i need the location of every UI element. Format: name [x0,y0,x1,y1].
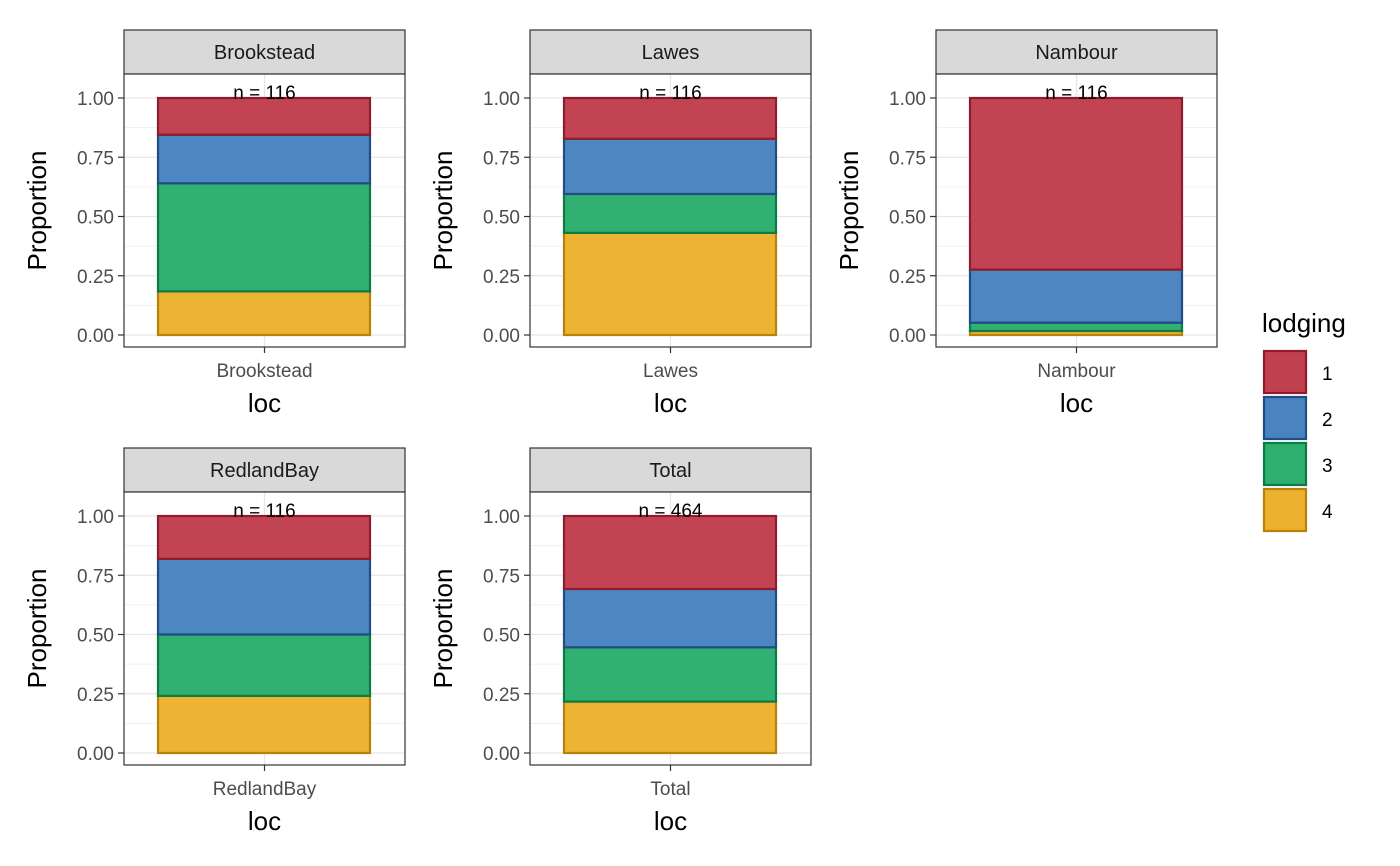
y-tick-label: 0.75 [483,566,520,587]
y-tick-label: 0.50 [77,626,114,647]
x-axis-title: loc [248,388,281,418]
legend-label-1: 1 [1322,364,1333,385]
count-annotation-total: n = 464 [639,501,703,522]
facet-strip-label-brookstead: Brookstead [214,42,315,64]
y-tick-label: 0.00 [889,326,926,347]
count-annotation-lawes: n = 116 [639,83,702,104]
bar-segment-total-lodging-4 [562,700,778,755]
x-tick-label-redlandbay: RedlandBay [213,779,317,800]
legend-label-2: 2 [1322,410,1333,431]
y-tick-label: 0.00 [483,326,520,347]
y-tick-label: 1.00 [77,507,114,528]
y-tick-label: 0.75 [77,148,114,169]
bar-segment-brookstead-lodging-2 [156,133,372,185]
y-tick-label: 1.00 [889,89,926,110]
bar-segment-total-lodging-2 [562,587,778,649]
y-axis-title: Proportion [834,151,864,271]
y-axis-title: Proportion [22,569,52,689]
y-axis-title: Proportion [428,569,458,689]
bar-segment-total-lodging-1 [562,514,778,591]
y-tick-label: 0.25 [889,267,926,288]
y-tick-label: 1.00 [483,507,520,528]
x-tick-label-nambour: Nambour [1037,361,1116,382]
facet-strip-nambour [935,29,1218,75]
y-tick-label: 0.50 [483,208,520,229]
y-tick-label: 0.00 [77,326,114,347]
y-tick-label: 0.25 [483,685,520,706]
y-tick-label: 0.50 [77,208,114,229]
y-tick-label: 0.25 [77,685,114,706]
legend-label-4: 4 [1322,502,1333,523]
x-axis-title: loc [248,806,281,836]
y-tick-label: 0.75 [77,566,114,587]
bar-segment-redlandbay-lodging-4 [156,694,372,755]
y-tick-label: 0.75 [483,148,520,169]
bar-segment-redlandbay-lodging-2 [156,557,372,636]
y-tick-label: 0.25 [483,267,520,288]
facet-strip-total [529,447,812,493]
x-axis-title: loc [654,388,687,418]
bar-segment-lawes-lodging-2 [562,137,778,196]
legend-label-3: 3 [1322,456,1333,477]
y-tick-label: 1.00 [483,89,520,110]
y-tick-label: 0.00 [77,744,114,765]
y-axis-title: Proportion [22,151,52,271]
bar-segment-nambour-lodging-3 [968,321,1184,333]
x-tick-label-total: Total [650,779,690,800]
x-axis-title: loc [1060,388,1093,418]
bar-segment-lawes-lodging-1 [562,96,778,140]
legend-key-4 [1262,487,1308,533]
facet-strip-lawes [529,29,812,75]
legend-key-3 [1262,441,1308,487]
x-axis-title: loc [654,806,687,836]
legend-key-1 [1262,349,1308,395]
y-axis-title: Proportion [428,151,458,271]
bar-segment-brookstead-lodging-4 [156,290,372,337]
count-annotation-redlandbay: n = 116 [233,501,296,522]
y-tick-label: 0.00 [483,744,520,765]
bar-segment-redlandbay-lodging-3 [156,633,372,697]
facet-strip-label-lawes: Lawes [642,42,700,64]
bar-segment-brookstead-lodging-3 [156,182,372,293]
count-annotation-brookstead: n = 116 [233,83,296,104]
y-tick-label: 0.50 [889,208,926,229]
y-tick-label: 0.50 [483,626,520,647]
x-tick-label-brookstead: Brookstead [216,361,312,382]
bar-segment-redlandbay-lodging-1 [156,514,372,560]
bar-segment-nambour-lodging-2 [968,268,1184,324]
facet-strip-label-total: Total [649,460,691,482]
bar-segment-brookstead-lodging-1 [156,96,372,136]
legend-key-2 [1262,395,1308,441]
x-tick-label-lawes: Lawes [643,361,698,382]
legend-title: lodging [1262,308,1346,338]
facet-strip-brookstead [123,29,406,75]
bar-segment-nambour-lodging-1 [968,96,1184,271]
facet-strip-label-redlandbay: RedlandBay [210,460,319,482]
y-tick-label: 0.25 [77,267,114,288]
bar-segment-lawes-lodging-4 [562,231,778,337]
bar-segment-total-lodging-3 [562,646,778,703]
count-annotation-nambour: n = 116 [1045,83,1108,104]
y-tick-label: 0.75 [889,148,926,169]
y-tick-label: 1.00 [77,89,114,110]
bar-segment-lawes-lodging-3 [562,192,778,234]
facet-strip-label-nambour: Nambour [1035,42,1118,64]
